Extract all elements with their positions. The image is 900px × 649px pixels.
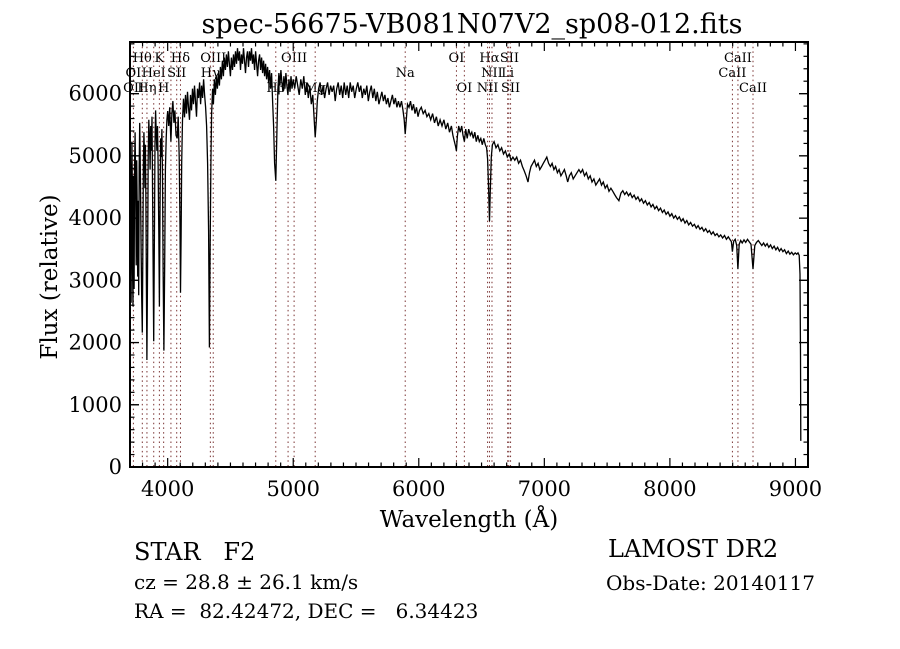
x-tick-label: 5000 (266, 477, 319, 501)
y-tick-label: 4000 (69, 206, 122, 230)
spectral-line-label: HeI (142, 66, 166, 81)
spectral-line-label: CaII (718, 66, 746, 81)
obs-date-text: Obs-Date: 20140117 (606, 571, 815, 595)
x-tick-label: 8000 (643, 477, 696, 501)
spectral-line-label: H (158, 81, 169, 96)
spectral-line-label: CaII (739, 81, 767, 96)
spectral-line-label: OI (456, 81, 472, 96)
y-tick-label: 1000 (69, 393, 122, 417)
spectral-line-label: Hα (479, 51, 499, 66)
spectral-line-label: K (155, 51, 165, 66)
ra-dec-text: RA = 82.42472, DEC = 6.34423 (134, 599, 478, 623)
spectral-line-label: Hγ (201, 66, 220, 81)
spectral-line-label: Hθ (133, 51, 152, 66)
spectral-line-label: NII (477, 81, 499, 96)
spectral-line-label: SII (501, 81, 520, 96)
survey-release-text: LAMOST DR2 (608, 535, 778, 563)
y-tick-label: 5000 (69, 144, 122, 168)
y-tick-label: 3000 (69, 268, 122, 292)
spectral-line-label: OI (449, 51, 465, 66)
cz-velocity-text: cz = 28.8 ± 26.1 km/s (134, 570, 358, 594)
x-tick-label: 4000 (141, 477, 194, 501)
y-tick-label: 2000 (69, 331, 122, 355)
spectral-line-label: OII (123, 81, 144, 96)
y-tick-label: 6000 (69, 82, 122, 106)
spectral-line-label: Li (501, 66, 514, 81)
x-tick-label: 9000 (769, 477, 822, 501)
chart-title: spec-56675-VB081N07V2_sp08-012.fits (202, 9, 743, 40)
plot-frame (129, 41, 809, 468)
spectral-line-label: OIII (200, 51, 226, 66)
spectral-line-label: SII (167, 66, 186, 81)
spectral-line-label: NII (481, 66, 503, 81)
spectral-line-label: Hδ (171, 51, 190, 66)
spectral-line-label: Na (396, 66, 415, 81)
x-tick-label: 6000 (392, 477, 445, 501)
y-tick-label: 0 (109, 455, 122, 479)
x-tick-label: 7000 (518, 477, 571, 501)
spectral-line-label: CaII (724, 51, 752, 66)
x-axis-label: Wavelength (Å) (380, 505, 558, 533)
y-axis-label: Flux (relative) (37, 194, 63, 359)
spectral-line-label: SII (500, 51, 519, 66)
object-class-text: STAR F2 (134, 538, 255, 566)
spectrum-line (130, 48, 802, 441)
spectral-line-label: OIII (281, 51, 307, 66)
